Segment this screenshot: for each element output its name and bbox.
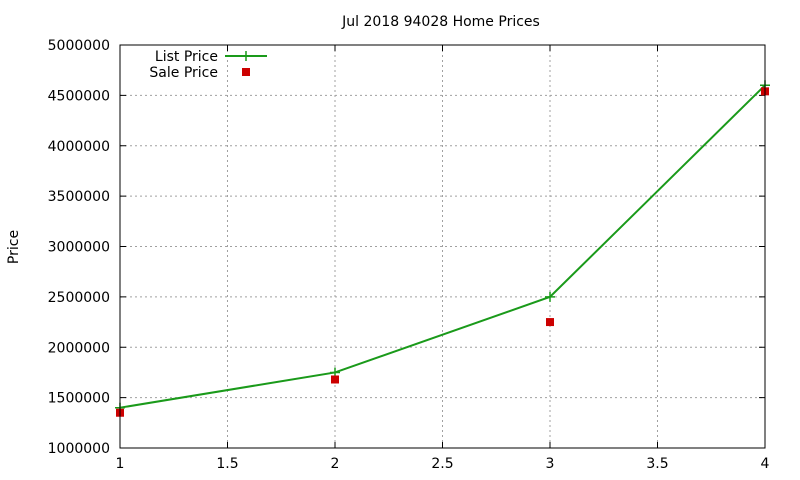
legend-label-sale-price: Sale Price [149, 65, 218, 81]
y-tick-label: 1000000 [48, 441, 110, 457]
legend-swatch-sale-price [242, 68, 250, 76]
y-tick-label: 5000000 [48, 38, 110, 54]
y-tick-label: 4000000 [48, 139, 110, 155]
y-tick-label: 1500000 [48, 391, 110, 407]
legend-marker-list-price [241, 51, 251, 61]
x-tick-label: 1 [116, 456, 125, 472]
y-tick-label: 3500000 [48, 189, 110, 205]
x-tick-label: 2.5 [431, 456, 453, 472]
plot-frame [119, 44, 766, 449]
chart-title: Jul 2018 94028 Home Prices [341, 14, 540, 30]
sale-price-point [331, 375, 339, 384]
x-tick-label: 1.5 [216, 456, 238, 472]
y-tick-label: 3000000 [48, 240, 110, 256]
y-tick-label: 2000000 [48, 340, 110, 356]
sale-price-point [546, 318, 554, 327]
y-tick-label: 4500000 [48, 88, 110, 104]
y-axis-label: Price [6, 230, 22, 264]
x-tick-label: 4 [761, 456, 770, 472]
list-price-line [119, 84, 766, 409]
grid-lines [120, 45, 765, 448]
y-tick-label: 2500000 [48, 290, 110, 306]
x-tick-label: 3 [546, 456, 555, 472]
tick-labels: 1 1.5 2 2.5 3 3.5 4 1000000 1500000 2000000 250000… [48, 38, 770, 472]
legend-label-list-price: List Price [155, 49, 218, 65]
x-tick-label: 3.5 [646, 456, 668, 472]
x-tick-label: 2 [331, 456, 340, 472]
list-price-point [545, 291, 555, 302]
